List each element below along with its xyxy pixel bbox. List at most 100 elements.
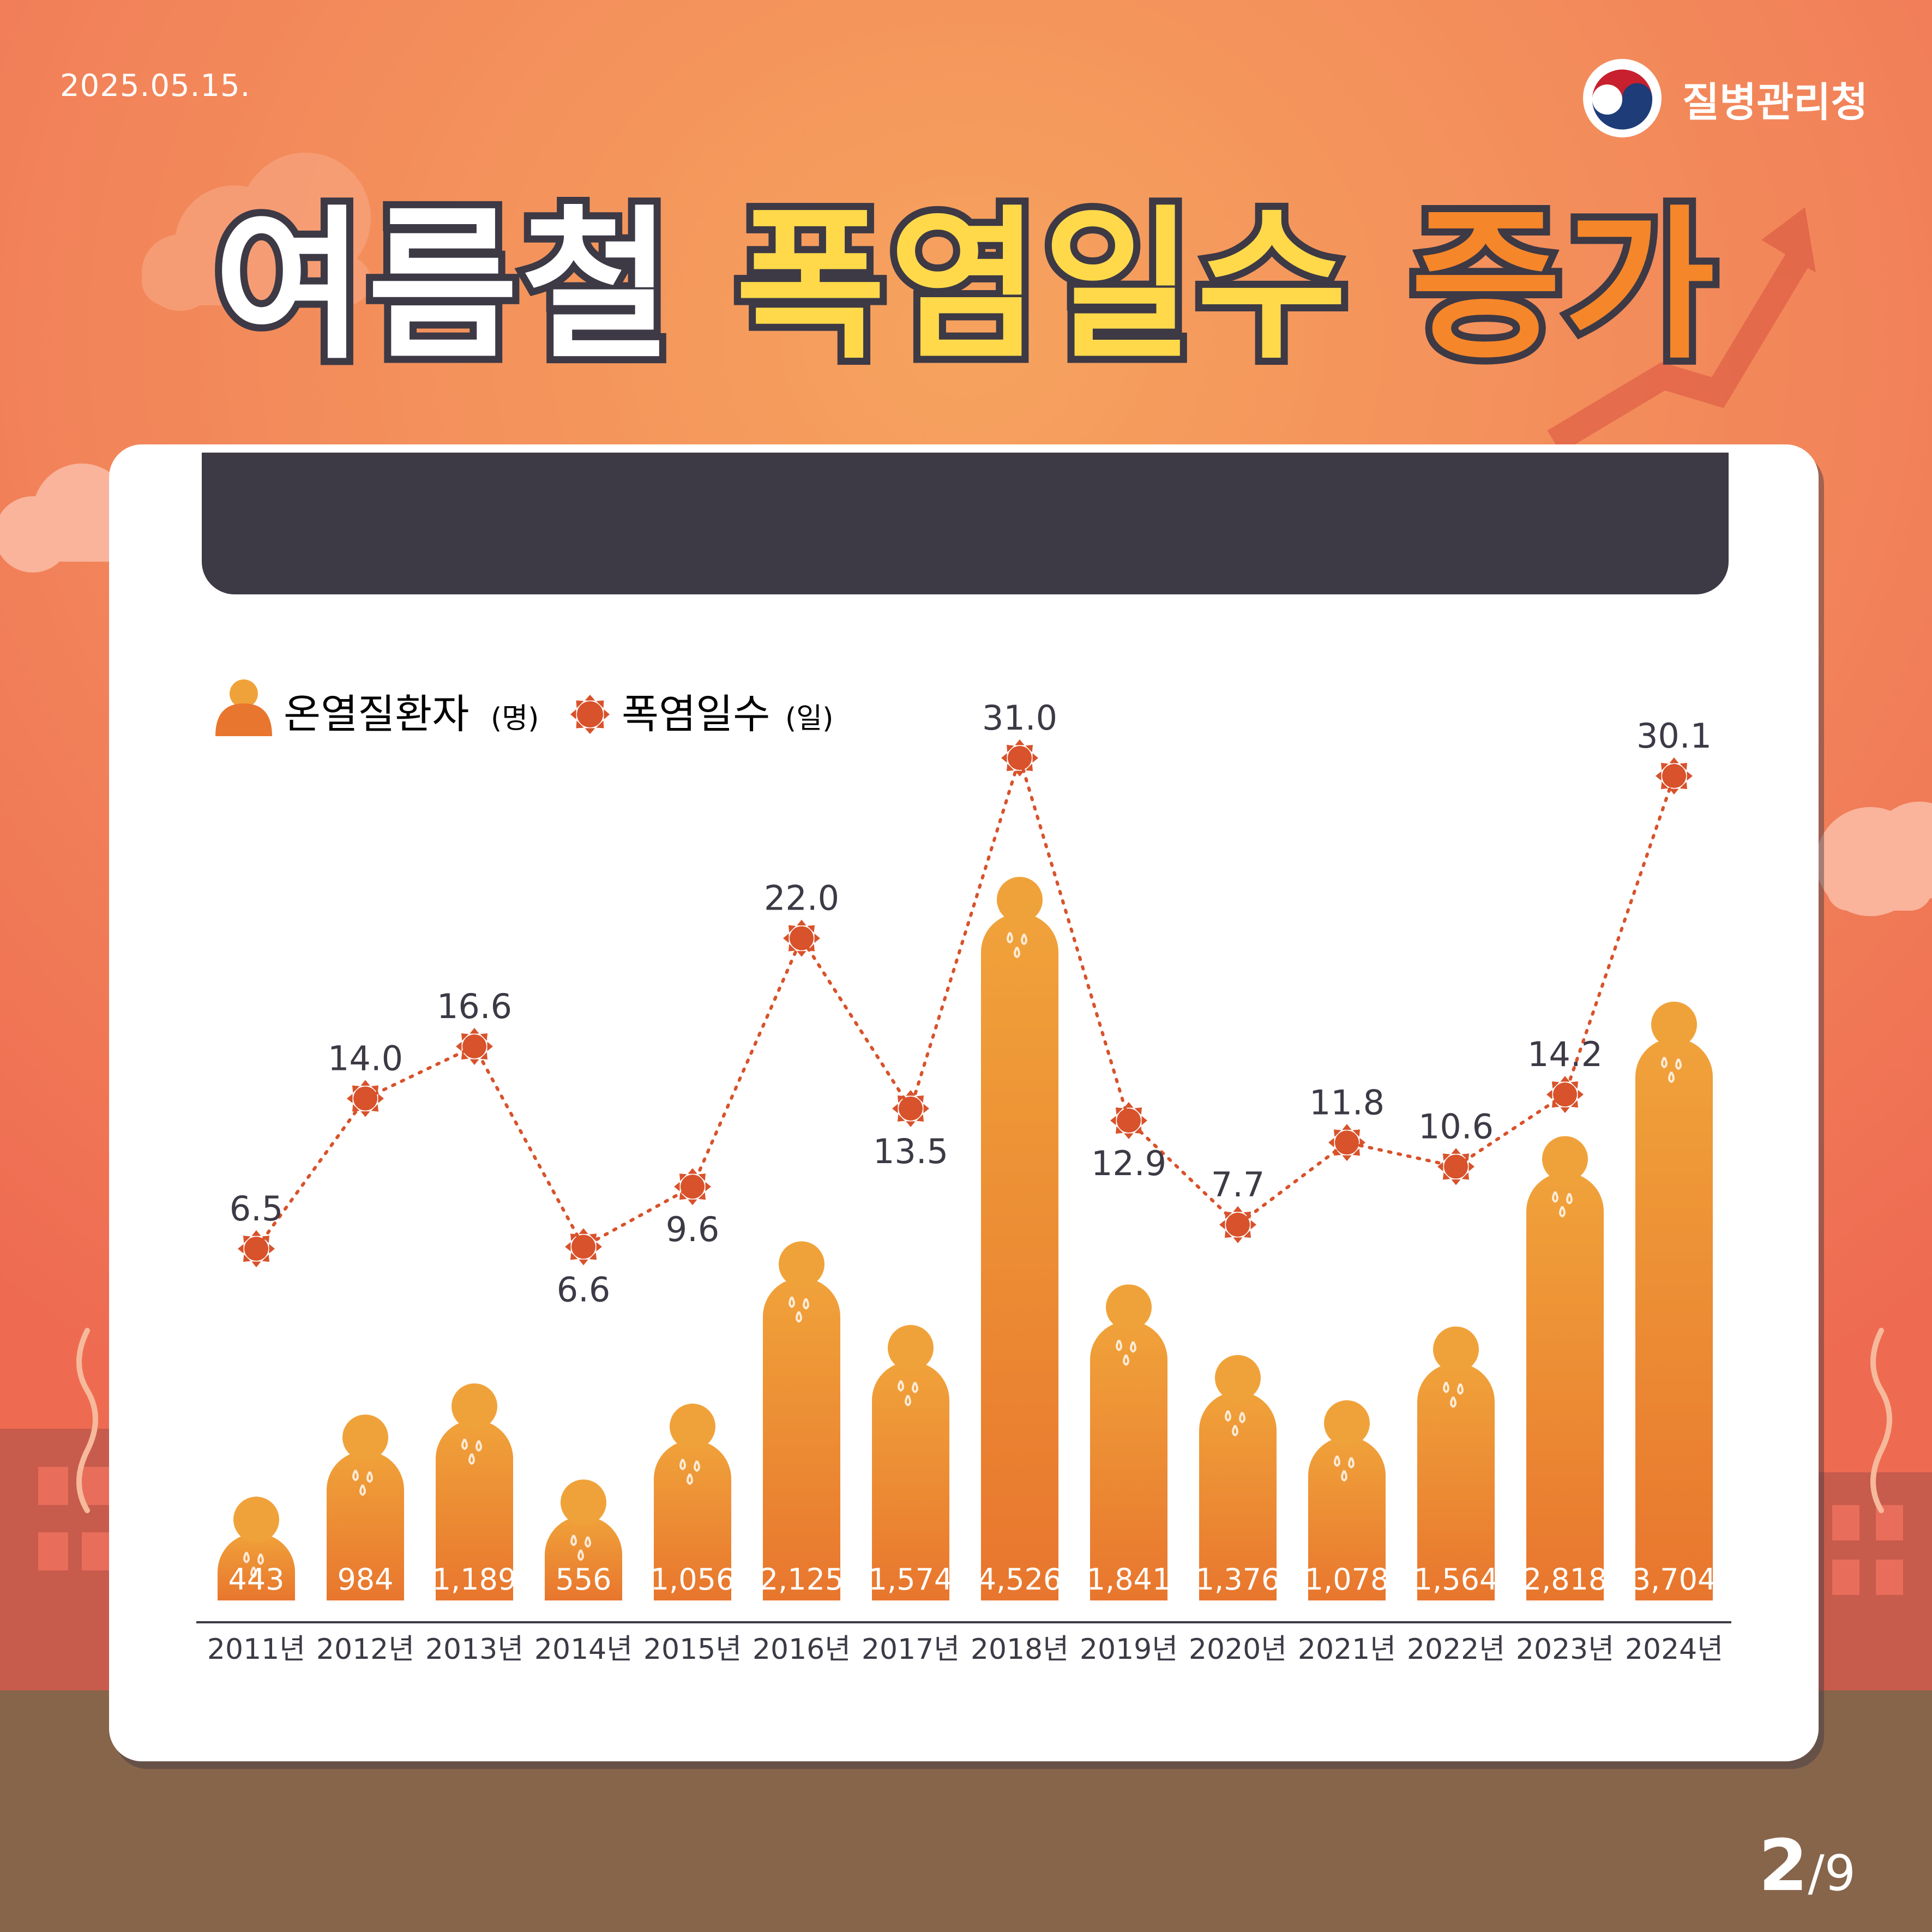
bar-value-label: 1,078 [1305,1562,1389,1597]
bar [1635,1001,1713,1600]
cloud-icon [142,153,371,311]
page-total: 9 [1824,1845,1856,1902]
bar-head [1651,1001,1697,1048]
heatdays-point [1656,757,1693,795]
heatdays-point [892,1090,929,1127]
x-tick-label: 2018년 [971,1633,1069,1666]
title-part-3: 증가 [1404,191,1722,381]
bar-value-label: 1,841 [1087,1562,1171,1597]
x-tick-label: 2020년 [1189,1633,1287,1666]
building-left-icon [0,1429,112,1690]
heatdays-value-label: 11.8 [1309,1082,1385,1122]
bar-body [1635,1038,1713,1600]
subtitle-banner [202,453,1729,594]
bar-series: 443 984 1,189 556 1,056 2,125 1,574 4,526 1,841 1… [218,877,1716,1600]
bar [1199,1355,1277,1600]
title-part-1: 여름철 [207,191,679,381]
heatdays-value-label: 14.2 [1527,1034,1603,1074]
bar [1308,1400,1386,1600]
heatdays-value-label: 6.5 [230,1189,284,1229]
heatdays-point [1110,1102,1147,1139]
legend-sun-icon [570,695,610,734]
bar [872,1325,949,1600]
bar-body [218,1533,295,1600]
bar-value-label: 1,189 [432,1562,517,1597]
bar-body [1526,1172,1604,1600]
heatdays-value-label: 16.6 [437,986,512,1026]
bar-value-label: 1,376 [1196,1562,1280,1597]
x-tick-label: 2016년 [753,1633,851,1666]
subtitle: 매년 온열질환자 지속 발생 [537,490,1393,583]
legend: 온열질환자 (명) 폭염일수 (일) [215,679,833,738]
bar-head [997,877,1043,923]
bar [1090,1284,1167,1600]
bar-head [1106,1284,1152,1331]
bar [327,1415,404,1600]
heatdays-point [783,919,820,957]
bar-head [452,1383,497,1429]
heatdays-line [255,752,1676,1250]
bar-value-label: 1,564 [1414,1562,1498,1597]
heatdays-point [565,1228,602,1266]
heatdays-value-label: 22.0 [764,878,839,918]
x-axis-labels: 2011년 2012년 2013년 2014년 2015년 2016년 2017년 2018년… [207,1633,1723,1666]
bar-body [763,1278,840,1600]
heatdays-value-label: 10.6 [1418,1106,1494,1146]
x-tick-label: 2022년 [1407,1633,1505,1666]
heat-wave-icon [76,1328,1892,1513]
bar-body [327,1451,404,1600]
bar-value-label: 4,526 [978,1562,1062,1597]
bar [763,1241,840,1600]
date-label: 2025.05.15. [60,68,251,104]
bar-head [233,1496,279,1543]
cloud-icon [1816,802,1932,916]
page-separator: / [1808,1845,1825,1902]
x-tick-label: 2013년 [425,1633,523,1666]
line-series: 6.5 14.0 16.6 6.6 9.6 22.0 13.5 31.0 12.9 7.7 11.8… [230,698,1712,1309]
legend-patients-unit: (명) [491,702,539,735]
x-tick-label: 2021년 [1298,1633,1396,1666]
bar [654,1404,731,1600]
bar [1526,1136,1604,1600]
bar-head [1542,1136,1588,1182]
heatdays-point [347,1080,384,1117]
legend-patients-label: 온열질환자 [284,691,469,738]
x-tick-label: 2023년 [1516,1633,1614,1666]
x-tick-label: 2024년 [1625,1633,1723,1666]
heatdays-point [1328,1124,1365,1161]
x-tick-label: 2014년 [534,1633,633,1666]
bar-head [670,1404,715,1450]
org-name: 질병관리청 [1682,79,1868,126]
bar [1417,1326,1495,1600]
bar [545,1479,622,1600]
heatdays-value-label: 9.6 [666,1209,720,1249]
bar-value-label: 3,704 [1632,1562,1717,1597]
heatdays-value-label: 14.0 [328,1038,403,1078]
title-part-2: 폭염일수 [729,191,1355,381]
heatdays-point [1219,1206,1256,1243]
page-current: 2 [1759,1824,1808,1907]
legend-heatdays-label: 폭염일수 [622,691,770,738]
cloud-icon [0,464,142,573]
bar-head [1324,1400,1370,1446]
x-tick-label: 2012년 [316,1633,414,1666]
bar-head [1433,1326,1479,1373]
bar-body [654,1440,731,1600]
x-tick-label: 2017년 [862,1633,960,1666]
bar-body [1417,1363,1495,1600]
bar-body [1308,1436,1386,1600]
heatdays-point [1437,1148,1474,1185]
heatdays-value-label: 31.0 [982,698,1057,738]
bar-body [872,1361,949,1600]
bar-head [561,1479,606,1526]
bar-value-label: 984 [337,1562,393,1597]
bar-value-label: 1,056 [651,1562,735,1597]
x-tick-label: 2011년 [207,1633,305,1666]
heatdays-point [674,1168,711,1206]
heatdays-value-label: 7.7 [1211,1165,1265,1205]
heatdays-value-label: 12.9 [1091,1143,1166,1183]
bar-head [888,1325,934,1371]
heatdays-point [1546,1076,1584,1114]
kdca-logo-icon [1583,59,1662,137]
